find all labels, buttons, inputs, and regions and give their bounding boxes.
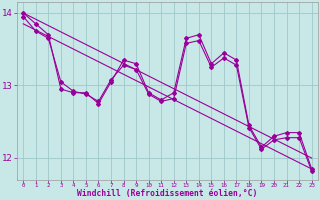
X-axis label: Windchill (Refroidissement éolien,°C): Windchill (Refroidissement éolien,°C) [77,189,258,198]
